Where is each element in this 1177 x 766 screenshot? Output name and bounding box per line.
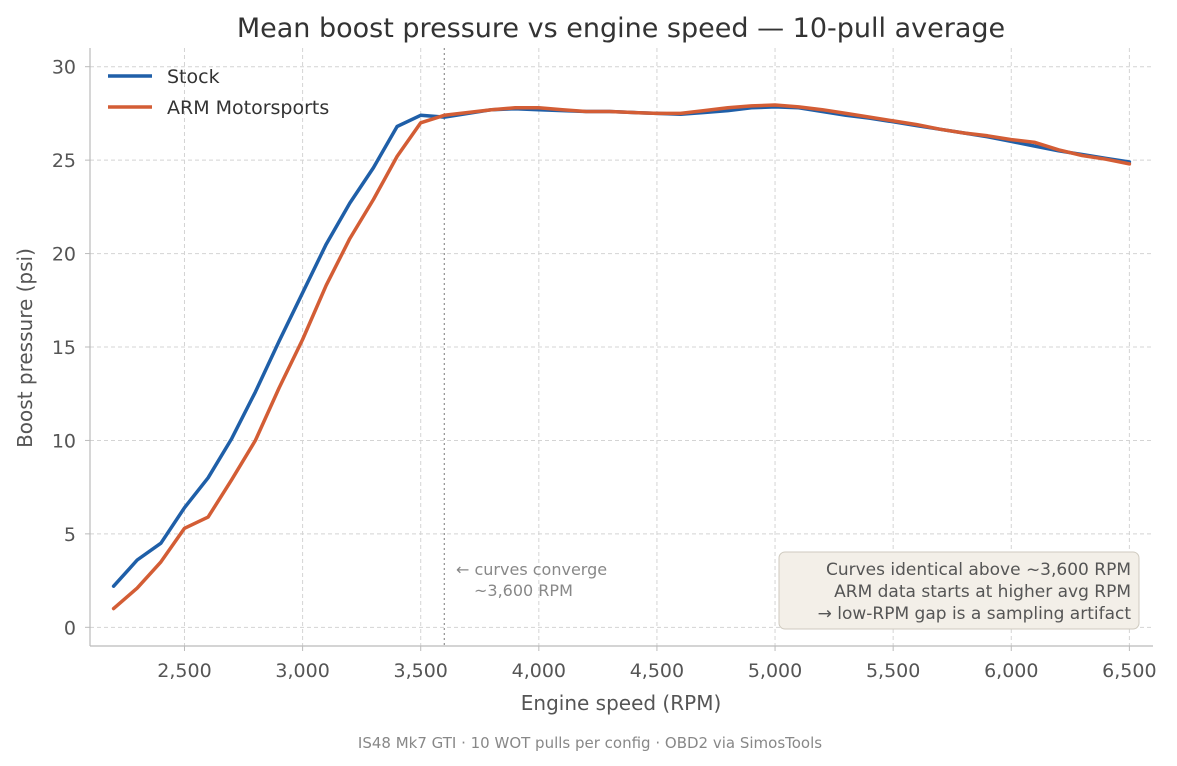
- y-tick-label: 0: [64, 617, 76, 639]
- x-tick-label: 4,500: [630, 660, 684, 682]
- y-tick-label: 25: [52, 150, 76, 172]
- y-tick-label: 30: [52, 57, 76, 79]
- y-tick-label: 20: [52, 244, 76, 266]
- summary-box: [778, 551, 1140, 630]
- x-tick-label: 6,500: [1102, 660, 1156, 682]
- y-axis-label: Boost pressure (psi): [13, 248, 37, 448]
- legend-label-stock: Stock: [167, 66, 220, 88]
- chart-title: Mean boost pressure vs engine speed — 10…: [237, 13, 1005, 44]
- x-tick-label: 2,500: [157, 660, 211, 682]
- summary-line-1: Curves identical above ~3,600 RPM: [826, 560, 1131, 580]
- x-tick-label: 5,000: [748, 660, 802, 682]
- y-tick-label: 10: [52, 430, 76, 452]
- series-line-arm: [111, 103, 1132, 611]
- summary-line-2: ARM data starts at higher avg RPM: [834, 582, 1131, 602]
- x-tick-label: 5,500: [866, 660, 920, 682]
- converge-note-line-2: ~3,600 RPM: [474, 581, 573, 600]
- series-layer: [111, 103, 1132, 611]
- legend: Stock ARM Motorsports: [108, 66, 329, 119]
- x-tick-label: 3,000: [275, 660, 329, 682]
- chart-caption: IS48 Mk7 GTI · 10 WOT pulls per config ·…: [358, 734, 822, 752]
- summary-line-3: → low-RPM gap is a sampling artifact: [818, 604, 1132, 624]
- x-tick-label: 3,500: [394, 660, 448, 682]
- y-axis-ticks: 0 5 10 15 20 25 30: [52, 57, 90, 639]
- y-tick-label: 5: [64, 524, 76, 546]
- y-tick-label: 15: [52, 337, 76, 359]
- x-tick-label: 4,000: [512, 660, 566, 682]
- grid-lines: [90, 48, 1153, 646]
- legend-label-arm: ARM Motorsports: [167, 97, 329, 119]
- x-axis-ticks: 2,500 3,000 3,500 4,000 4,500 5,000 5,500 6,000…: [157, 646, 1157, 682]
- x-axis-label: Engine speed (RPM): [521, 691, 722, 715]
- x-tick-label: 6,000: [984, 660, 1038, 682]
- converge-note-line-1: ← curves converge: [456, 560, 607, 579]
